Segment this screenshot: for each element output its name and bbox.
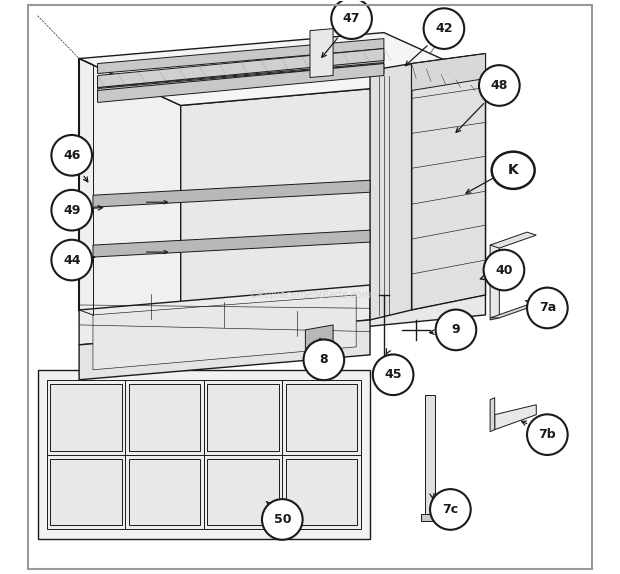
Ellipse shape (492, 152, 534, 189)
Circle shape (304, 339, 344, 380)
Polygon shape (79, 33, 485, 106)
Text: 40: 40 (495, 263, 513, 277)
Text: 50: 50 (273, 513, 291, 526)
Polygon shape (490, 305, 536, 318)
Polygon shape (38, 370, 370, 540)
Polygon shape (490, 243, 499, 320)
Polygon shape (425, 395, 435, 519)
Polygon shape (412, 53, 485, 310)
Text: 44: 44 (63, 254, 81, 266)
Polygon shape (97, 64, 384, 99)
Polygon shape (286, 384, 357, 451)
Text: 49: 49 (63, 204, 81, 217)
Circle shape (262, 499, 303, 540)
Polygon shape (50, 384, 122, 451)
Circle shape (373, 355, 414, 395)
Polygon shape (79, 285, 370, 345)
Polygon shape (93, 230, 370, 257)
Text: 7c: 7c (442, 503, 458, 516)
Polygon shape (412, 53, 485, 91)
Circle shape (423, 8, 464, 49)
Circle shape (527, 414, 568, 455)
Polygon shape (421, 514, 440, 521)
Text: 42: 42 (435, 22, 453, 35)
Circle shape (430, 489, 471, 530)
Circle shape (51, 135, 92, 176)
Polygon shape (306, 325, 333, 350)
Polygon shape (129, 459, 200, 525)
Polygon shape (490, 232, 536, 248)
Text: K: K (508, 163, 518, 177)
Text: ©ReplacementParts.com: ©ReplacementParts.com (249, 290, 371, 300)
Polygon shape (50, 459, 122, 525)
Text: 8: 8 (319, 354, 328, 366)
Polygon shape (129, 384, 200, 451)
Polygon shape (93, 180, 370, 207)
Text: 45: 45 (384, 369, 402, 381)
Circle shape (51, 190, 92, 231)
Polygon shape (180, 79, 485, 345)
Circle shape (436, 309, 476, 350)
Polygon shape (310, 29, 333, 77)
Circle shape (484, 250, 525, 290)
Polygon shape (370, 64, 412, 320)
Polygon shape (79, 59, 180, 345)
Circle shape (51, 240, 92, 280)
Polygon shape (495, 405, 536, 430)
Text: 48: 48 (490, 79, 508, 92)
Polygon shape (97, 53, 384, 87)
Polygon shape (93, 295, 356, 370)
Polygon shape (490, 398, 495, 432)
Polygon shape (208, 384, 278, 451)
Text: 7b: 7b (539, 428, 556, 441)
Polygon shape (46, 380, 361, 529)
Text: 9: 9 (451, 323, 460, 336)
Circle shape (527, 288, 568, 328)
Polygon shape (97, 49, 384, 87)
Polygon shape (97, 38, 384, 73)
Polygon shape (97, 64, 384, 102)
Text: 7a: 7a (539, 301, 556, 315)
Polygon shape (286, 459, 357, 525)
Polygon shape (79, 320, 370, 380)
Polygon shape (208, 459, 278, 525)
Circle shape (331, 0, 372, 39)
Text: 47: 47 (343, 12, 360, 25)
Text: 46: 46 (63, 149, 81, 162)
Circle shape (479, 65, 520, 106)
